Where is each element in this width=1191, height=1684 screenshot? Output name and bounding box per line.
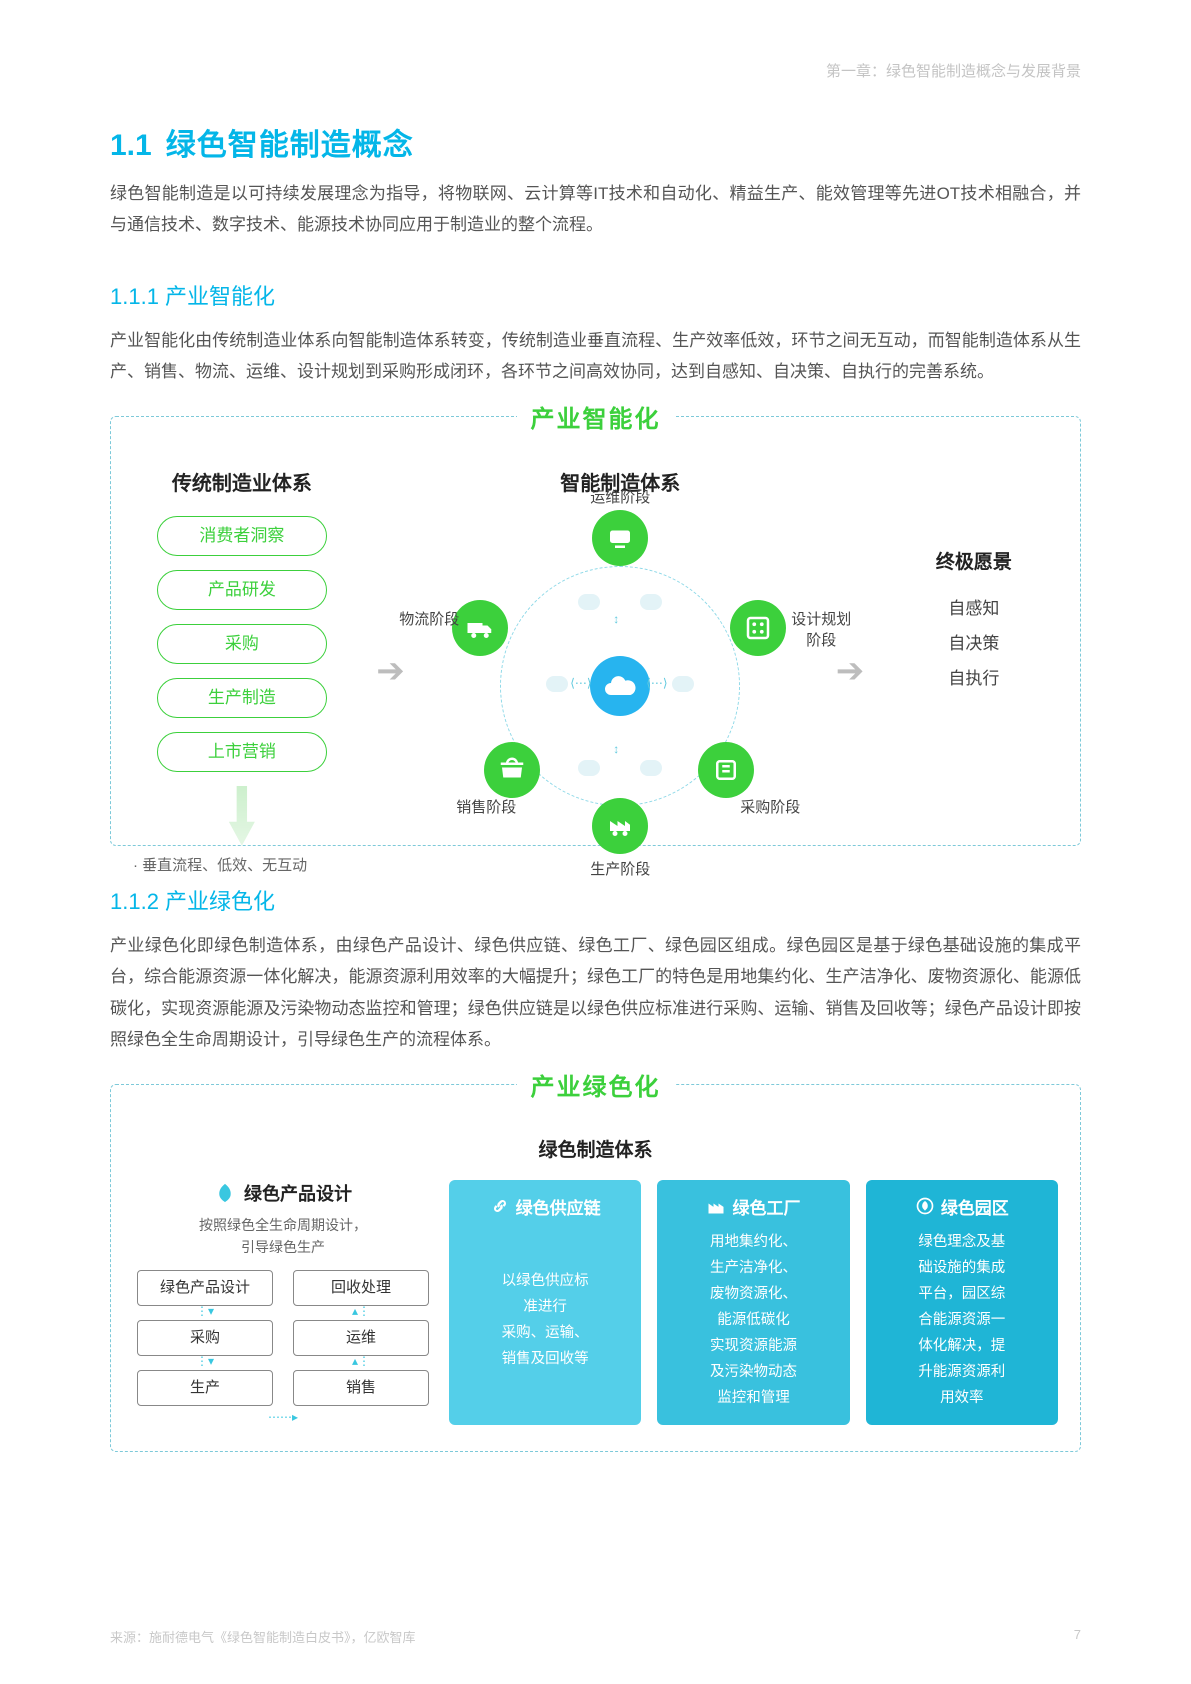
subsection-1-1-1: 1.1.1 产业智能化 bbox=[110, 279, 1081, 311]
card-title: 绿色园区 bbox=[941, 1194, 1009, 1219]
vision-item: 自感知 bbox=[890, 594, 1058, 619]
step-box: 上市营销 bbox=[157, 732, 327, 772]
chapter-label: 第一章：绿色智能制造概念与发展背景 bbox=[826, 60, 1081, 81]
vision-item: 自执行 bbox=[890, 664, 1058, 689]
flow-arrow-icon: ▴⋮ bbox=[293, 1306, 429, 1320]
node-label: 采购阶段 bbox=[730, 796, 810, 817]
node-procure-icon bbox=[698, 742, 754, 798]
green-product-sub: 按照绿色全生命周期设计， 引导绿色生产 bbox=[133, 1214, 433, 1259]
diagram-industry-green: 产业绿色化 绿色制造体系 绿色产品设计 按照绿色全生命周期设计， 引导绿色生产 … bbox=[110, 1084, 1081, 1453]
page-footer: 来源：施耐德电气《绿色智能制造白皮书》，亿欧智库 7 bbox=[110, 1627, 1081, 1646]
node-label: 物流阶段 bbox=[394, 608, 464, 629]
node-label: 运维阶段 bbox=[580, 486, 660, 507]
cycle-box: 生产 bbox=[137, 1370, 273, 1406]
node-label: 销售阶段 bbox=[446, 796, 526, 817]
paragraph-1-1-2: 产业绿色化即绿色制造体系，由绿色产品设计、绿色供应链、绿色工厂、绿色园区组成。绿… bbox=[110, 930, 1081, 1056]
arrow-right-icon: ➔ bbox=[369, 651, 413, 691]
node-produce-icon bbox=[592, 798, 648, 854]
green-factory-card: 绿色工厂 用地集约化、 生产洁净化、 废物资源化、 能源低碳化 实现资源能源 及… bbox=[657, 1180, 849, 1426]
traditional-title: 传统制造业体系 bbox=[133, 467, 351, 496]
cycle-diagram: 运维阶段 设计规划阶段 采购阶段 生产阶段 销售阶段 物流阶段 ↕ ↕ ⟨⋯⟩ … bbox=[430, 516, 810, 856]
flow-arrow-icon: ⋯⋯▸ bbox=[133, 1410, 433, 1424]
diagram-industry-intelligence: 产业智能化 传统制造业体系 消费者洞察 产品研发 采购 生产制造 上市营销 · … bbox=[110, 416, 1081, 846]
card-title: 绿色供应链 bbox=[516, 1194, 601, 1219]
node-ops-icon bbox=[592, 510, 648, 566]
park-icon bbox=[915, 1196, 935, 1216]
source-note: 来源：施耐德电气《绿色智能制造白皮书》，亿欧智库 bbox=[110, 1627, 416, 1646]
node-label: 设计规划阶段 bbox=[786, 608, 856, 650]
paragraph-1-1-1: 产业智能化由传统制造业体系向智能制造体系转变，传统制造业垂直流程、生产效率低效，… bbox=[110, 325, 1081, 388]
card-body: 用地集约化、 生产洁净化、 废物资源化、 能源低碳化 实现资源能源 及污染物动态… bbox=[669, 1229, 837, 1412]
arrow-right-icon: ➔ bbox=[828, 651, 872, 691]
green-product-title: 绿色产品设计 bbox=[244, 1180, 352, 1206]
node-label: 生产阶段 bbox=[580, 858, 660, 879]
intro-paragraph: 绿色智能制造是以可持续发展理念为指导，将物联网、云计算等IT技术和自动化、精益生… bbox=[110, 178, 1081, 241]
section-title: 绿色智能制造概念 bbox=[166, 120, 414, 164]
factory-icon bbox=[706, 1196, 726, 1216]
traditional-system-column: 传统制造业体系 消费者洞察 产品研发 采购 生产制造 上市营销 · 垂直流程、低… bbox=[133, 467, 351, 875]
flow-arrow-icon: ▴⋮ bbox=[293, 1356, 429, 1370]
vision-column: 终极愿景 自感知 自决策 自执行 bbox=[890, 547, 1058, 699]
cloud-brain-icon bbox=[590, 656, 650, 716]
step-box: 生产制造 bbox=[157, 678, 327, 718]
vision-item: 自决策 bbox=[890, 629, 1058, 654]
node-design-icon bbox=[730, 600, 786, 656]
vision-title: 终极愿景 bbox=[890, 547, 1058, 574]
green-product-head: 绿色产品设计 bbox=[133, 1180, 433, 1206]
cycle-box: 绿色产品设计 bbox=[137, 1270, 273, 1306]
smart-system-column: 智能制造体系 运维阶段 设计规划阶段 采购阶段 生产阶段 销售阶段 物流阶段 bbox=[430, 467, 810, 856]
diagram1-title: 产业智能化 bbox=[517, 399, 675, 434]
cycle-box: 运维 bbox=[293, 1320, 429, 1356]
leaf-icon bbox=[214, 1182, 236, 1204]
green-park-card: 绿色园区 绿色理念及基 础设施的集成 平台，园区综 合能源资源一 体化解决，提 … bbox=[866, 1180, 1058, 1426]
card-title: 绿色工厂 bbox=[732, 1194, 800, 1219]
card-body: 以绿色供应标 准进行 采购、运输、 销售及回收等 bbox=[461, 1268, 629, 1372]
diagram2-subtitle: 绿色制造体系 bbox=[133, 1135, 1058, 1162]
down-arrow-icon bbox=[229, 786, 255, 846]
green-supply-chain-card: 绿色供应链 以绿色供应标 准进行 采购、运输、 销售及回收等 bbox=[449, 1180, 641, 1426]
flow-arrow-icon: ⋮▾ bbox=[137, 1356, 273, 1370]
node-sales-icon bbox=[484, 742, 540, 798]
subsection-1-1-2: 1.1.2 产业绿色化 bbox=[110, 884, 1081, 916]
section-number: 1.1 bbox=[110, 129, 152, 163]
flow-arrow-icon: ⋮▾ bbox=[137, 1306, 273, 1320]
green-product-design-block: 绿色产品设计 按照绿色全生命周期设计， 引导绿色生产 绿色产品设计 回收处理 ⋮… bbox=[133, 1180, 433, 1426]
cycle-box: 销售 bbox=[293, 1370, 429, 1406]
step-box: 消费者洞察 bbox=[157, 516, 327, 556]
cycle-box: 回收处理 bbox=[293, 1270, 429, 1306]
cycle-box: 采购 bbox=[137, 1320, 273, 1356]
page-number: 7 bbox=[1074, 1627, 1081, 1646]
diagram2-title: 产业绿色化 bbox=[517, 1067, 675, 1102]
traditional-note: · 垂直流程、低效、无互动 bbox=[133, 854, 351, 875]
chain-icon bbox=[490, 1196, 510, 1216]
step-box: 产品研发 bbox=[157, 570, 327, 610]
card-body: 绿色理念及基 础设施的集成 平台，园区综 合能源资源一 体化解决，提 升能源资源… bbox=[878, 1229, 1046, 1412]
section-heading: 1.1 绿色智能制造概念 bbox=[110, 120, 1081, 164]
step-box: 采购 bbox=[157, 624, 327, 664]
